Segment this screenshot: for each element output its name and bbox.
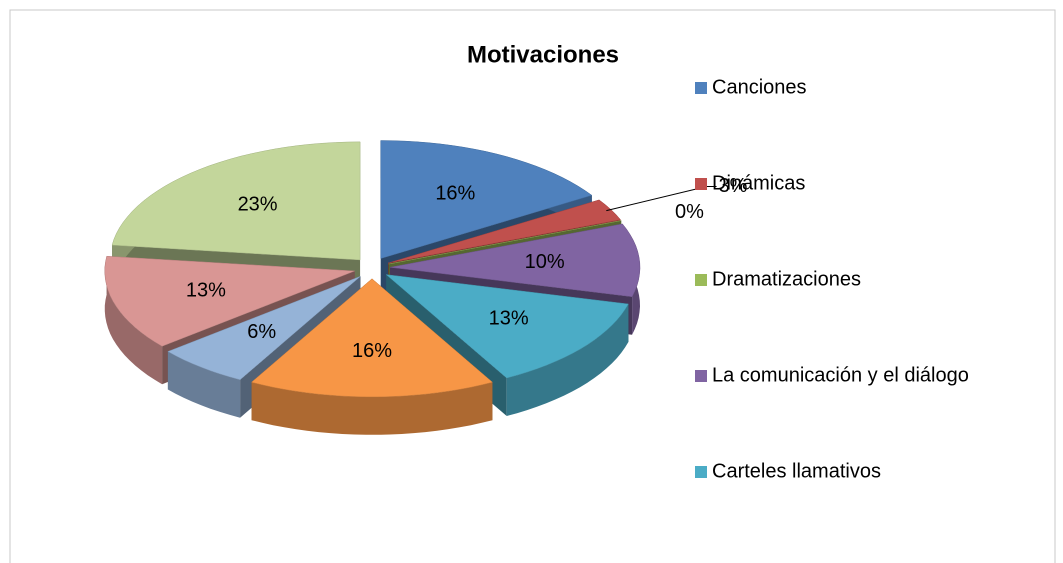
data-label: 6%: [247, 321, 276, 343]
slice-wall: [104, 256, 163, 385]
legend-swatch: [695, 178, 707, 190]
data-label: 13%: [186, 280, 226, 302]
slice-top: [167, 276, 361, 380]
slice-wall: [506, 304, 629, 416]
slice-top: [380, 140, 593, 259]
legend-swatch: [695, 370, 707, 382]
slice-top: [111, 141, 361, 261]
legend-label: Canciones: [712, 76, 807, 98]
data-label: 23%: [238, 193, 278, 215]
data-label: 16%: [435, 183, 475, 205]
legend-label: Dinámicas: [712, 172, 805, 194]
pie-slice: [251, 278, 493, 435]
slice-top: [389, 223, 641, 297]
data-label: 13%: [489, 308, 529, 330]
slice-top: [388, 220, 622, 265]
data-label: 10%: [525, 251, 565, 273]
data-label: 16%: [352, 340, 392, 362]
legend-label: La comunicación y el diálogo: [712, 364, 969, 386]
slice-wall: [167, 351, 241, 418]
slice-top: [104, 255, 355, 347]
legend-swatch: [695, 274, 707, 286]
slice-top: [251, 278, 493, 398]
legend-label: Carteles llamativos: [712, 460, 881, 482]
slice-wall: [251, 382, 493, 435]
slice-top: [385, 274, 629, 379]
legend-label: Dramatizaciones: [712, 268, 861, 290]
data-label: 3%: [719, 175, 748, 197]
chart-title: Motivaciones: [467, 41, 619, 68]
legend-swatch: [695, 466, 707, 478]
data-label: 0%: [675, 201, 704, 223]
legend-swatch: [695, 82, 707, 94]
